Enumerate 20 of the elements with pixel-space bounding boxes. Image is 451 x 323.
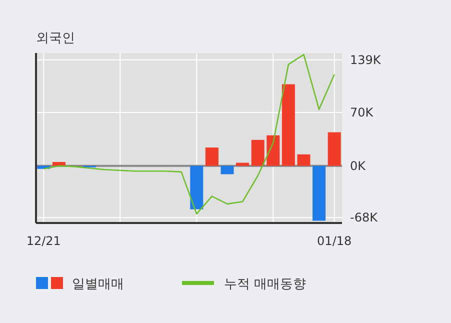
legend-label: 누적 매매동향: [224, 277, 306, 292]
bar: [297, 154, 310, 166]
bar: [190, 166, 204, 210]
bar: [220, 166, 234, 174]
y-tick-label: -68K: [350, 210, 379, 225]
x-tick-label: 01/18: [317, 234, 352, 248]
bar: [266, 135, 280, 166]
y-tick-label: 139K: [350, 52, 382, 67]
bar: [236, 162, 250, 166]
bar: [282, 84, 295, 166]
bar: [312, 166, 326, 221]
x-tick-label: 12/21: [26, 234, 61, 248]
legend-label: 일별매매: [72, 277, 124, 292]
bar: [251, 140, 264, 166]
y-tick-label: 0K: [350, 158, 367, 173]
y-tick-label: 70K: [350, 105, 374, 120]
chart-title: 외국인: [36, 31, 75, 46]
bar: [328, 132, 341, 166]
line-series: [43, 54, 335, 214]
bar: [205, 148, 218, 166]
